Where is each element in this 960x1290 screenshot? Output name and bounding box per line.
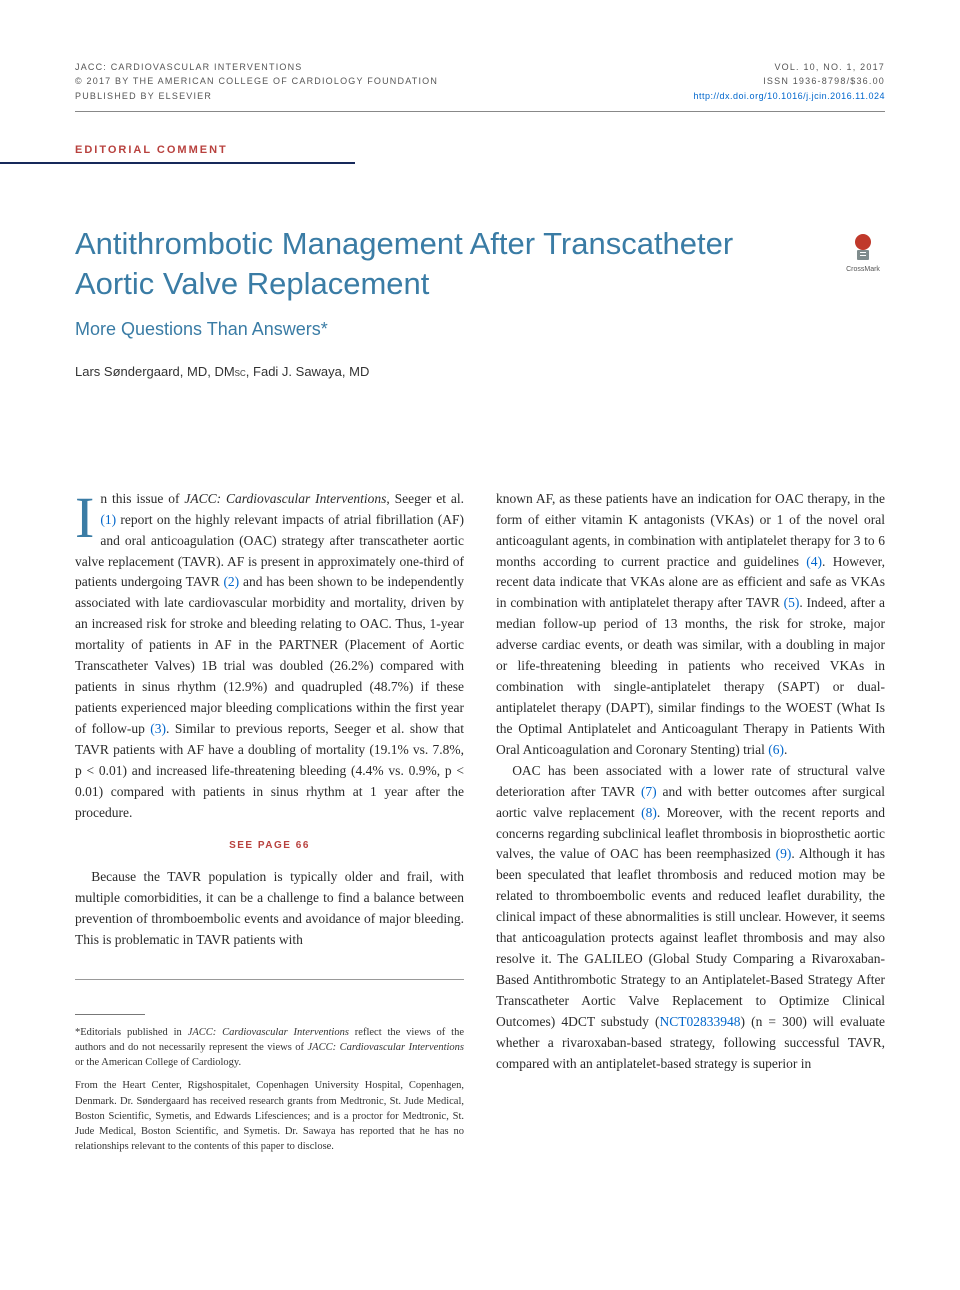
ref-9[interactable]: (9) [776,846,792,861]
paragraph-4: OAC has been associated with a lower rat… [496,761,885,1075]
section-label: EDITORIAL COMMENT [75,144,885,156]
see-page-callout[interactable]: SEE PAGE 66 [75,838,464,854]
header-right: VOL. 10, NO. 1, 2017 ISSN 1936-8798/$36.… [694,60,885,103]
footnotes-block: *Editorials published in JACC: Cardiovas… [75,979,464,1155]
journal-name: JACC: CARDIOVASCULAR INTERVENTIONS [75,60,438,74]
author-line: Lars Søndergaard, MD, DMsc, Fadi J. Sawa… [75,364,885,379]
journal-header: JACC: CARDIOVASCULAR INTERVENTIONS © 201… [75,60,885,103]
paragraph-2: Because the TAVR population is typically… [75,867,464,951]
dropcap: I [75,489,100,542]
crossmark-label: CrossMark [841,266,885,273]
volume-issue: VOL. 10, NO. 1, 2017 [694,60,885,74]
footnote-rule [75,1014,145,1015]
ref-4[interactable]: (4) [806,554,822,569]
header-divider [75,111,885,112]
ref-8[interactable]: (8) [641,805,657,820]
ref-7[interactable]: (7) [641,784,657,799]
crossmark-icon [847,232,879,264]
ref-2[interactable]: (2) [223,574,239,589]
paragraph-3: known AF, as these patients have an indi… [496,489,885,761]
title-block: CrossMark Antithrombotic Management Afte… [75,224,885,379]
article-title: Antithrombotic Management After Transcat… [75,224,885,305]
doi-link[interactable]: http://dx.doi.org/10.1016/j.jcin.2016.11… [694,91,885,101]
header-left: JACC: CARDIOVASCULAR INTERVENTIONS © 201… [75,60,438,103]
article-body: In this issue of JACC: Cardiovascular In… [75,489,885,1155]
footnote-2: From the Heart Center, Rigshospitalet, C… [75,1078,464,1154]
ref-6[interactable]: (6) [768,742,784,757]
publisher-line: PUBLISHED BY ELSEVIER [75,89,438,103]
nct-link[interactable]: NCT02833948 [660,1014,741,1029]
article-subtitle: More Questions Than Answers* [75,319,885,340]
ref-3[interactable]: (3) [150,721,166,736]
ref-5[interactable]: (5) [784,595,800,610]
crossmark-badge[interactable]: CrossMark [841,232,885,280]
ref-1[interactable]: (1) [100,512,116,527]
footnote-1: *Editorials published in JACC: Cardiovas… [75,1025,464,1071]
p1-text: n this issue of JACC: Cardiovascular Int… [75,491,464,820]
paragraph-1: In this issue of JACC: Cardiovascular In… [75,489,464,824]
issn-line: ISSN 1936-8798/$36.00 [694,74,885,88]
copyright-line: © 2017 BY THE AMERICAN COLLEGE OF CARDIO… [75,74,438,88]
section-rule [0,162,355,164]
